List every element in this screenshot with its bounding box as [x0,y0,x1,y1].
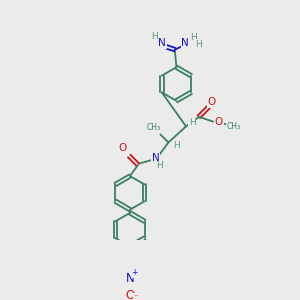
Text: O: O [119,143,127,153]
Text: O: O [215,117,223,128]
Text: CH₃: CH₃ [147,123,161,132]
Text: H: H [156,161,163,170]
Text: N: N [158,38,166,48]
Text: H: H [152,32,158,40]
Text: H: H [190,33,196,42]
Text: H: H [195,40,202,49]
Text: H: H [173,141,180,150]
Text: N: N [181,38,189,48]
Text: N: N [126,272,134,285]
Text: O: O [208,98,216,107]
Text: CH₃: CH₃ [227,122,241,131]
Text: N: N [152,153,160,164]
Text: O: O [125,289,135,300]
Text: H: H [189,118,196,127]
Text: +: + [132,268,138,278]
Text: ⁻: ⁻ [133,293,138,300]
